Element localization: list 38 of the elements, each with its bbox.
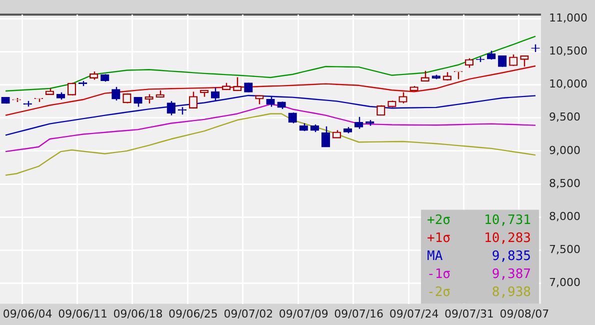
y-tick-label: 8,500 — [549, 176, 580, 190]
y-tick-label: 8,000 — [549, 210, 580, 223]
annotation: 9,387 — [492, 267, 531, 282]
x-tick-label: 09/06/04 — [2, 307, 52, 320]
candlestick — [266, 96, 275, 108]
candlestick — [321, 126, 330, 148]
y-tick-label: 11,000 — [549, 11, 588, 24]
x-tick-label: 09/07/24 — [389, 307, 439, 320]
x-tick-label: 09/07/09 — [278, 307, 328, 320]
annotation: 9,835 — [492, 249, 531, 264]
candlestick — [210, 86, 220, 102]
text: -1σ — [427, 267, 451, 282]
annotation: 10,731 — [484, 213, 531, 228]
text: MA — [427, 249, 443, 264]
candlestick — [464, 58, 474, 68]
x-tick-label: 09/06/11 — [58, 307, 108, 320]
annotation: 8,938 — [492, 285, 531, 300]
annotation: 10,283 — [484, 231, 531, 246]
y-tick-label: 7,000 — [549, 276, 580, 290]
candlestick — [144, 94, 154, 104]
y-tick-label: 7,500 — [549, 243, 580, 256]
x-tick-label: 09/07/16 — [334, 307, 384, 320]
x-tick-label: 09/06/18 — [113, 307, 163, 320]
text: -2σ — [427, 285, 451, 300]
candlestick — [354, 116, 364, 130]
candlestick — [233, 76, 242, 92]
y-tick-label: 9,500 — [549, 110, 580, 124]
y-tick-label: 9,000 — [549, 144, 580, 157]
text: +2σ — [427, 213, 451, 228]
text: +1σ — [427, 231, 451, 246]
y-tick-label: 10,500 — [549, 44, 588, 58]
x-tick-label: 09/07/02 — [224, 307, 274, 320]
x-tick-label: 09/08/07 — [500, 307, 550, 320]
x-tick-label: 09/06/25 — [168, 307, 218, 320]
candlestick — [420, 70, 430, 82]
x-tick-label: 09/07/31 — [444, 307, 494, 320]
y-tick-label: 10,000 — [549, 78, 588, 91]
candlestick — [520, 55, 529, 68]
